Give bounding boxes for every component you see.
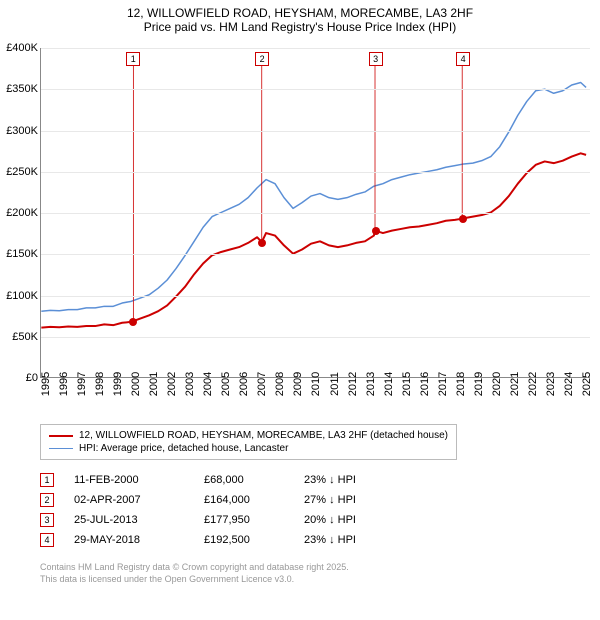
y-tick-label: £400K <box>6 42 38 54</box>
y-tick-label: £50K <box>12 331 38 343</box>
sale-point <box>129 318 137 326</box>
sales-row-diff: 23% ↓ HPI <box>304 474 384 486</box>
sales-row-diff: 20% ↓ HPI <box>304 514 384 526</box>
sales-row: 1 11-FEB-2000 £68,000 23% ↓ HPI <box>40 470 590 490</box>
sales-row-price: £68,000 <box>204 474 284 486</box>
gridline <box>41 172 590 173</box>
title-block: 12, WILLOWFIELD ROAD, HEYSHAM, MORECAMBE… <box>0 0 600 38</box>
x-tick-label: 2020 <box>491 372 503 396</box>
chart-title: 12, WILLOWFIELD ROAD, HEYSHAM, MORECAMBE… <box>0 6 600 20</box>
x-tick-label: 2007 <box>256 372 268 396</box>
sales-row-marker: 2 <box>40 493 54 507</box>
x-tick-label: 1999 <box>112 372 124 396</box>
footer: Contains HM Land Registry data © Crown c… <box>40 562 590 585</box>
chart-subtitle: Price paid vs. HM Land Registry's House … <box>0 20 600 34</box>
x-tick-label: 2009 <box>292 372 304 396</box>
sale-marker-box: 1 <box>126 52 140 66</box>
y-tick-label: £200K <box>6 207 38 219</box>
x-tick-label: 1996 <box>58 372 70 396</box>
sales-row-marker: 3 <box>40 513 54 527</box>
footer-line-2: This data is licensed under the Open Gov… <box>40 574 590 586</box>
legend-swatch <box>49 435 73 437</box>
sales-row-date: 29-MAY-2018 <box>74 534 184 546</box>
legend-item: HPI: Average price, detached house, Lanc… <box>49 442 448 455</box>
chart-container: 12, WILLOWFIELD ROAD, HEYSHAM, MORECAMBE… <box>0 0 600 620</box>
y-tick-label: £300K <box>6 125 38 137</box>
sale-marker-box: 3 <box>369 52 383 66</box>
x-tick-label: 2024 <box>563 372 575 396</box>
gridline <box>41 296 590 297</box>
sales-row: 3 25-JUL-2013 £177,950 20% ↓ HPI <box>40 510 590 530</box>
y-tick-label: £150K <box>6 248 38 260</box>
x-tick-label: 2012 <box>347 372 359 396</box>
x-tick-label: 2008 <box>274 372 286 396</box>
sales-row: 2 02-APR-2007 £164,000 27% ↓ HPI <box>40 490 590 510</box>
y-tick-label: £0 <box>26 372 38 384</box>
gridline <box>41 337 590 338</box>
x-tick-label: 2005 <box>220 372 232 396</box>
x-tick-label: 2019 <box>473 372 485 396</box>
x-tick-label: 2003 <box>184 372 196 396</box>
sales-row-price: £177,950 <box>204 514 284 526</box>
x-tick-label: 2022 <box>527 372 539 396</box>
series-hpi <box>41 82 586 311</box>
gridline <box>41 89 590 90</box>
legend-swatch <box>49 448 73 450</box>
sales-row-marker: 4 <box>40 533 54 547</box>
sales-row-marker: 1 <box>40 473 54 487</box>
x-tick-label: 2013 <box>365 372 377 396</box>
x-tick-label: 2018 <box>455 372 467 396</box>
legend-item: 12, WILLOWFIELD ROAD, HEYSHAM, MORECAMBE… <box>49 429 448 442</box>
x-tick-label: 2017 <box>437 372 449 396</box>
legend: 12, WILLOWFIELD ROAD, HEYSHAM, MORECAMBE… <box>40 424 457 460</box>
x-axis: 1995199619971998199920002001200220032004… <box>40 380 590 420</box>
y-axis: £0£50K£100K£150K£200K£250K£300K£350K£400… <box>0 48 40 378</box>
sales-row-date: 02-APR-2007 <box>74 494 184 506</box>
sales-row-price: £164,000 <box>204 494 284 506</box>
sales-row-price: £192,500 <box>204 534 284 546</box>
gridline <box>41 254 590 255</box>
footer-line-1: Contains HM Land Registry data © Crown c… <box>40 562 590 574</box>
gridline <box>41 213 590 214</box>
sales-row-date: 25-JUL-2013 <box>74 514 184 526</box>
x-tick-label: 2006 <box>238 372 250 396</box>
sale-marker-box: 2 <box>255 52 269 66</box>
series-property <box>41 153 586 327</box>
x-tick-label: 2011 <box>329 372 341 396</box>
gridline <box>41 131 590 132</box>
sales-row-diff: 27% ↓ HPI <box>304 494 384 506</box>
x-tick-label: 2014 <box>383 372 395 396</box>
sales-row: 4 29-MAY-2018 £192,500 23% ↓ HPI <box>40 530 590 550</box>
sale-point <box>459 215 467 223</box>
x-tick-label: 1995 <box>40 372 52 396</box>
x-tick-label: 2021 <box>509 372 521 396</box>
x-tick-label: 2025 <box>581 372 593 396</box>
x-tick-label: 2000 <box>130 372 142 396</box>
sale-point <box>258 239 266 247</box>
x-tick-label: 2010 <box>310 372 322 396</box>
x-tick-label: 1998 <box>94 372 106 396</box>
sales-row-date: 11-FEB-2000 <box>74 474 184 486</box>
x-tick-label: 1997 <box>76 372 88 396</box>
x-tick-label: 2015 <box>401 372 413 396</box>
sales-table: 1 11-FEB-2000 £68,000 23% ↓ HPI 2 02-APR-2007… <box>40 470 590 550</box>
legend-label: 12, WILLOWFIELD ROAD, HEYSHAM, MORECAMBE… <box>79 430 448 441</box>
x-tick-label: 2023 <box>545 372 557 396</box>
y-tick-label: £100K <box>6 290 38 302</box>
y-tick-label: £250K <box>6 166 38 178</box>
y-tick-label: £350K <box>6 83 38 95</box>
x-tick-label: 2004 <box>202 372 214 396</box>
chart-area: £0 £50K £100K £150K £200K £250K £300K £350K £400… <box>0 38 600 418</box>
x-tick-label: 2001 <box>148 372 160 396</box>
plot-area: 1 2 3 4 <box>40 48 590 378</box>
gridline <box>41 48 590 49</box>
x-tick-label: 2016 <box>419 372 431 396</box>
sale-point <box>372 227 380 235</box>
x-tick-label: 2002 <box>166 372 178 396</box>
sale-marker-box: 4 <box>456 52 470 66</box>
sales-row-diff: 23% ↓ HPI <box>304 534 384 546</box>
legend-label: HPI: Average price, detached house, Lanc… <box>79 443 288 454</box>
